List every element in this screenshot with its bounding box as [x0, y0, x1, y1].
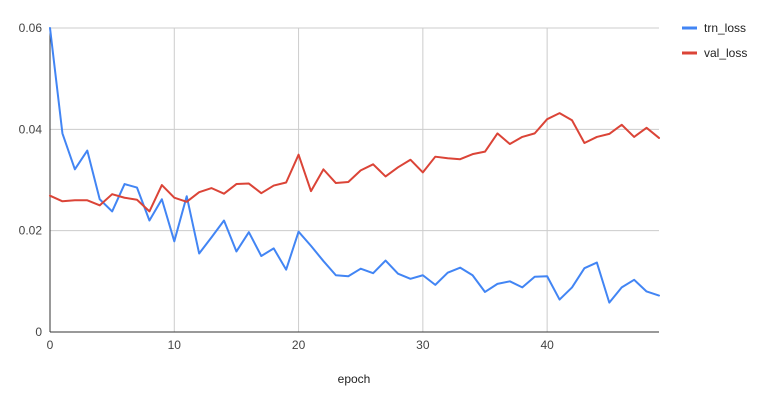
legend-label-trn_loss: trn_loss [704, 21, 746, 35]
series-line-val_loss [49, 112, 660, 213]
legend-label-val_loss: val_loss [704, 46, 747, 60]
grid-layer [50, 27, 659, 332]
y-tick-label: 0 [35, 325, 42, 339]
x-tick-label: 20 [292, 338, 306, 352]
x-tick-label: 10 [168, 338, 182, 352]
axis-layer: 0 0.02 0.04 0.06 0 10 20 30 40 [19, 21, 659, 352]
legend: trn_loss val_loss [682, 21, 747, 60]
series-line-trn_loss [49, 27, 660, 304]
x-tick-label: 40 [540, 338, 554, 352]
x-axis-title: epoch [338, 372, 371, 386]
series-layer [49, 27, 660, 304]
y-tick-label: 0.02 [19, 224, 43, 238]
y-tick-label: 0.06 [19, 21, 43, 35]
x-tick-label: 0 [47, 338, 54, 352]
x-tick-label: 30 [416, 338, 430, 352]
y-tick-label: 0.04 [19, 122, 43, 136]
